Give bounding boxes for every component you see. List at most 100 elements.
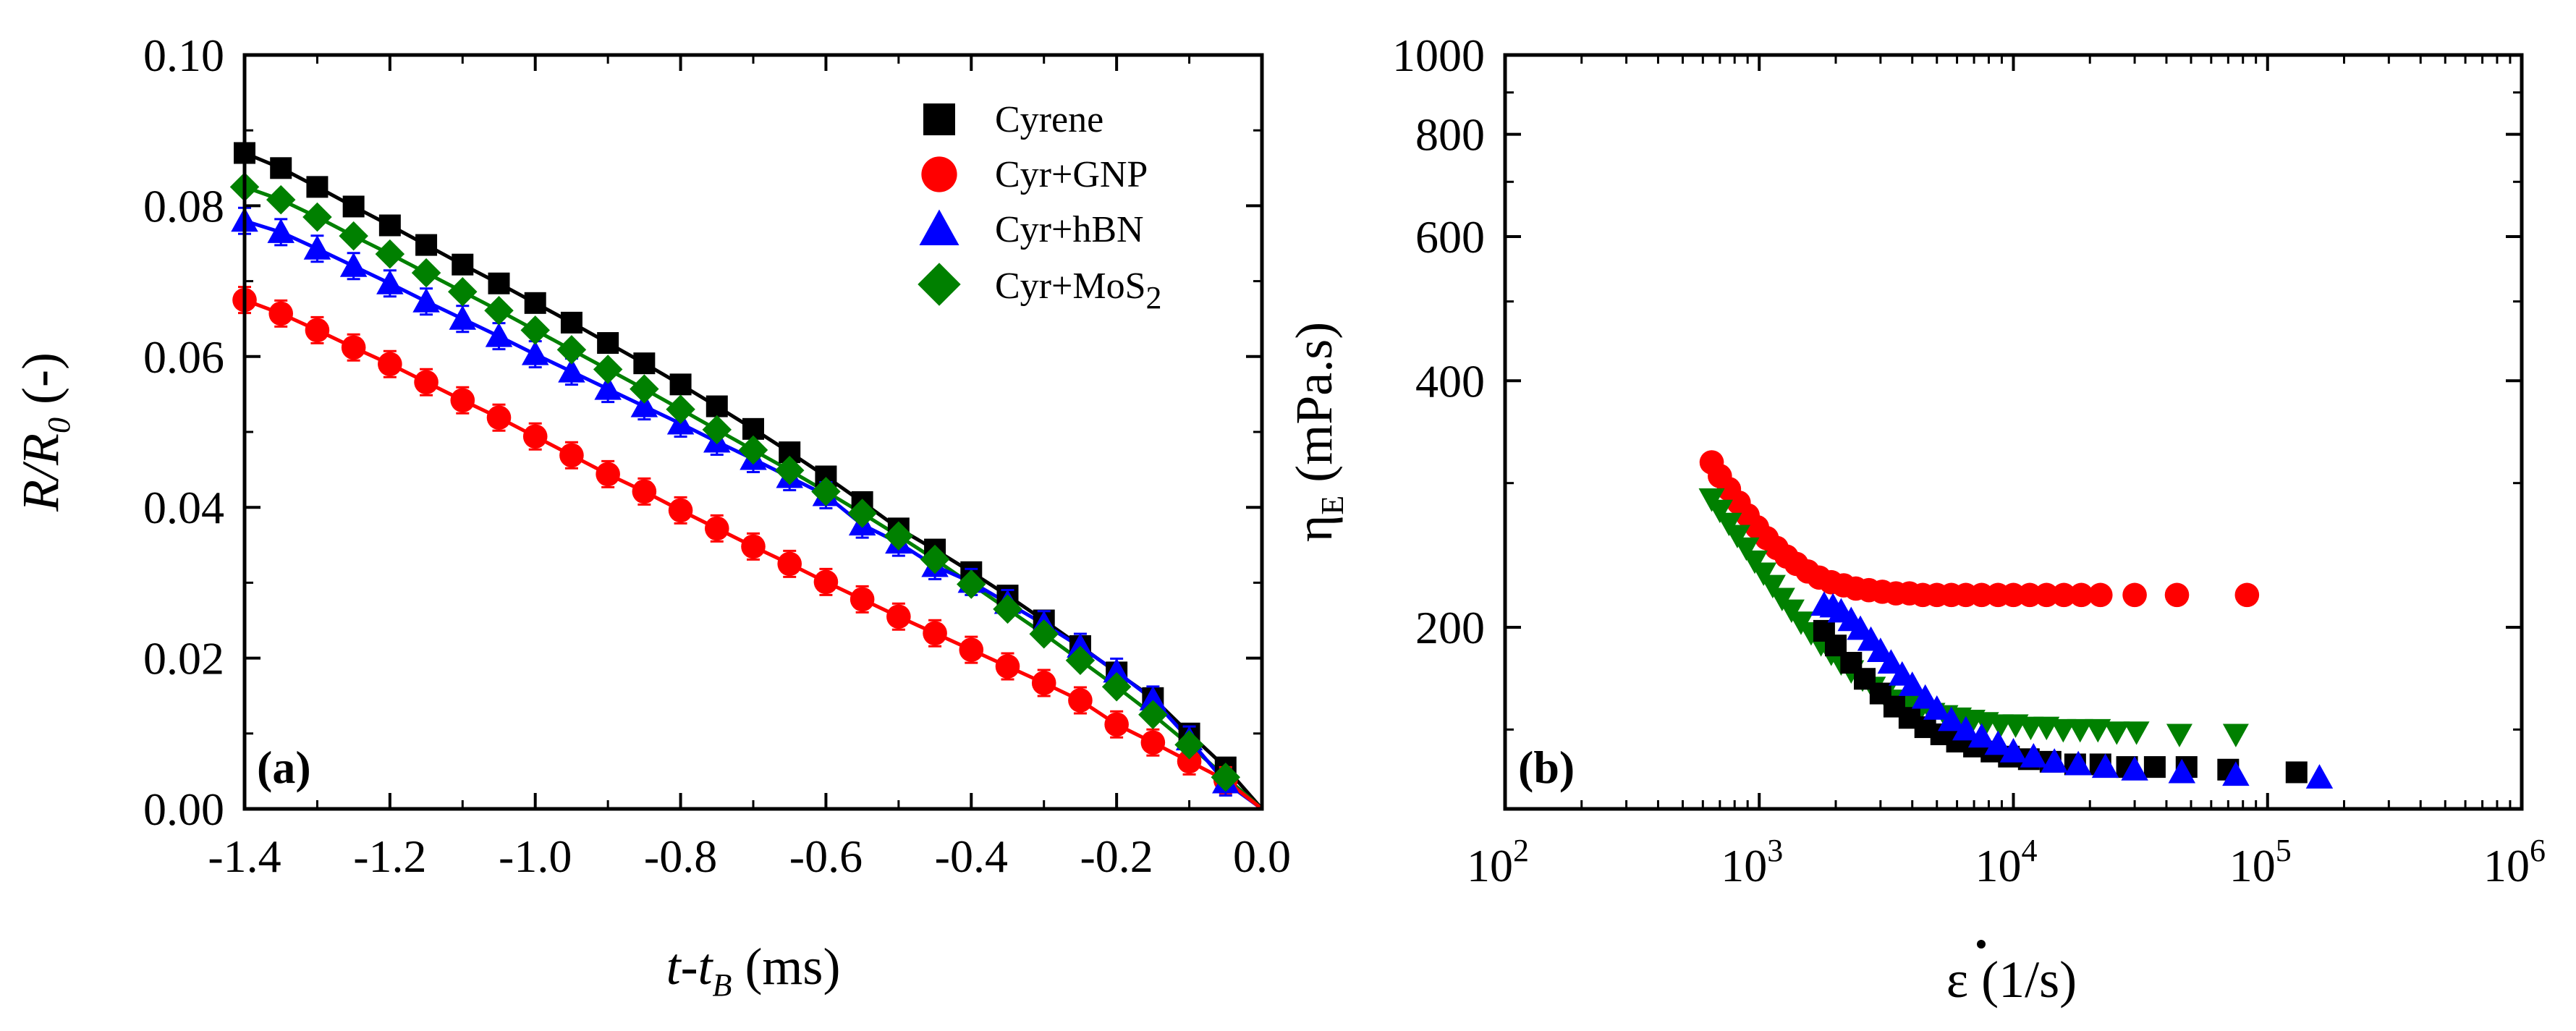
data-point [2121,756,2148,781]
data-point [556,335,587,365]
y-tick-label-b: 800 [1415,109,1485,161]
data-point [270,157,292,179]
data-point [376,269,404,294]
x-tick-label-a: -0.6 [789,831,863,882]
series-b-cyr-gnp [1699,450,2260,608]
data-point [1103,658,1130,683]
data-point [1984,730,2012,755]
data-point [268,301,294,326]
data-point [706,395,728,417]
data-point [559,443,584,468]
data-point [2164,582,2190,608]
ticks-b: 102 103 104 105 106 200 400 600 800 1000 [1392,30,2546,891]
legend-label-hbn: Cyr+hBN [995,209,1144,250]
data-point [267,218,295,243]
data-point [1101,671,1132,702]
data-point [1174,730,1204,760]
data-point [558,357,585,383]
y-tick-label-a: 0.00 [143,784,224,835]
data-point [884,521,914,551]
data-point [375,239,405,269]
data-point [886,604,911,629]
data-point [524,292,546,314]
data-point [2285,761,2308,784]
data-markers-a [229,142,1241,797]
data-point [957,569,986,599]
data-point [1923,695,1951,720]
legend-label-mos2: Cyr+MoS2 [995,266,1161,315]
data-point [1733,537,1760,561]
data-point [1750,562,1777,586]
data-point [850,587,875,612]
data-point [813,569,839,595]
data-point [1716,512,1742,537]
data-point [2069,582,2094,608]
data-point [2166,724,2192,747]
data-point [2103,721,2130,745]
y-tick-label-a: 0.08 [143,180,224,232]
data-point [1999,737,2028,763]
data-point [2050,718,2077,743]
data-point [1031,671,1056,695]
data-point [1067,633,1094,658]
data-point [632,479,657,504]
data-point [305,318,330,343]
data-point [266,184,296,215]
data-point [2064,750,2092,776]
data-point [741,534,766,559]
panel-b: 102 103 104 105 106 200 400 600 800 1000 (b) ε (1… [1285,30,2546,1009]
data-point [1029,619,1059,649]
data-point [1211,762,1241,792]
data-point [485,322,513,347]
data-point [1724,525,1750,548]
data-point [593,355,623,384]
data-point [1911,684,1939,709]
data-point [995,654,1020,679]
data-point [669,373,692,396]
data-point [2143,756,2166,778]
data-point [923,621,947,646]
data-point [1778,599,1805,623]
legend-marker [921,156,957,192]
data-point [303,235,331,260]
data-point [1706,499,1733,524]
data-point [777,551,802,577]
data-point [1877,649,1905,674]
data-point [412,287,440,313]
data-point [484,295,514,326]
data-point [1104,712,1129,737]
data-point [1140,730,1166,755]
data-point [2051,582,2077,608]
data-point [738,435,768,465]
data-point [521,340,549,365]
y-tick-label-b: 200 [1415,602,1485,653]
data-point [306,176,329,198]
data-point [414,370,438,395]
data-point [2305,764,2334,789]
x-tick-label-b: 103 [1721,833,1783,891]
data-point [449,305,477,330]
data-point [411,258,441,288]
x-tick-label-a: -1.0 [499,831,572,882]
x-axis-title-a: t-tB (ms) [666,938,841,1003]
data-point [560,311,582,334]
data-point [2017,582,2042,608]
data-point [633,352,656,375]
data-point [2020,743,2048,768]
x-tick-label-a: -0.8 [644,831,717,882]
legend-marker [919,209,959,245]
data-point [339,253,368,277]
data-point [2123,721,2150,745]
x-tick-label-a: -1.2 [353,831,426,882]
data-point [702,415,732,445]
data-markers-b [1698,450,2334,789]
data-point [522,424,548,449]
y-tick-label-b: 1000 [1392,30,1485,81]
data-point [378,214,401,237]
legend-label-gnp: Cyr+GNP [995,154,1148,195]
series-b-cyr-hbn [1810,591,2334,789]
x-tick-label-a: -0.2 [1080,831,1153,882]
data-point [1742,550,1768,574]
plot-frame-b [1503,53,2524,811]
